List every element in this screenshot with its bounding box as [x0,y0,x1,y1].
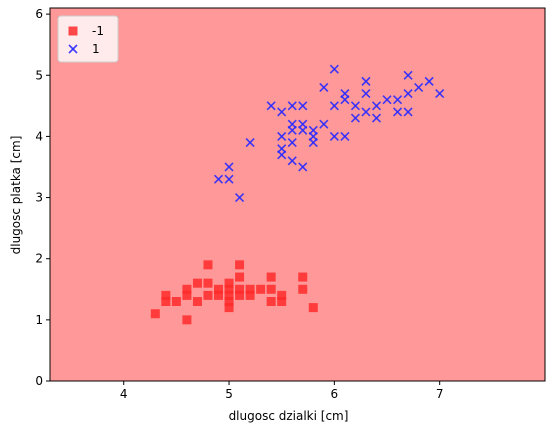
data-point-series-1 [403,89,413,99]
x-tick-label: 4 [120,387,128,401]
y-axis-label: dlugosc platka [cm] [9,136,23,255]
data-point-series-0 [235,290,245,300]
data-point-series-0 [182,284,192,294]
data-point-series-1 [277,144,287,154]
y-tick-label: 3 [35,191,43,205]
data-point-series-1 [371,113,382,123]
data-point-series-0 [235,272,245,282]
data-point-series-1 [298,101,308,111]
data-point-series-0 [266,272,276,282]
data-point-series-1 [361,89,371,99]
data-point-series-0 [224,297,234,307]
data-point-series-0 [245,290,255,300]
data-point-series-0 [224,278,234,288]
data-point-series-1 [298,162,308,172]
data-point-series-1 [403,70,413,80]
legend-marker-series-1 [68,44,78,54]
data-point-series-1 [319,82,329,93]
data-point-series-0 [256,284,266,294]
data-point-series-1 [350,101,360,111]
legend-label: -1 [92,24,104,38]
data-point-series-1 [319,119,329,129]
legend-box [57,15,119,63]
legend-marker-series-0 [68,26,78,36]
data-point-series-0 [161,290,171,300]
legend: -11 [57,15,119,63]
data-point-series-0 [235,260,245,270]
data-point-series-1 [403,107,413,117]
data-point-series-0 [161,297,171,307]
data-point-series-0 [214,290,224,300]
data-point-series-0 [266,297,276,307]
data-point-series-0 [182,290,192,300]
data-points [150,64,445,325]
data-point-series-1 [287,119,297,129]
data-point-series-0 [203,290,213,300]
data-point-series-0 [277,297,287,307]
data-point-series-0 [171,297,181,307]
data-point-series-1 [350,113,360,123]
data-point-series-1 [266,101,276,111]
data-point-series-1 [329,131,339,141]
data-point-series-1 [392,107,403,117]
data-point-series-0 [266,284,276,294]
y-tick-label: 5 [35,68,43,82]
data-point-series-1 [287,101,297,111]
data-point-series-1 [308,125,318,135]
y-tick-label: 0 [35,374,43,388]
data-point-series-1 [224,162,234,172]
data-point-series-1 [329,101,339,111]
data-point-series-1 [371,101,382,111]
legend-label: 1 [92,42,100,56]
data-point-series-1 [235,192,245,203]
data-point-series-1 [361,76,371,86]
y-tick-label: 2 [35,252,43,266]
data-point-series-1 [245,137,255,148]
data-point-series-1 [224,174,234,184]
data-point-series-0 [203,260,213,270]
data-point-series-1 [414,82,424,93]
data-point-series-1 [435,89,445,99]
data-point-series-0 [214,284,224,294]
data-point-series-1 [298,119,308,129]
data-point-series-1 [340,89,350,99]
x-tick-label: 5 [225,387,233,401]
data-point-series-0 [192,278,202,288]
data-point-series-0 [308,303,318,313]
data-point-series-1 [213,174,224,184]
data-point-series-1 [340,131,350,141]
data-point-series-1 [329,64,339,74]
data-point-series-1 [277,131,287,141]
x-tick-label: 7 [436,387,444,401]
data-point-series-0 [298,284,308,294]
x-axis-label: dlugosc dzialki [cm] [229,409,349,423]
y-tick-label: 6 [35,7,43,21]
data-point-series-1 [287,137,297,148]
data-point-series-0 [235,284,245,294]
plot-frame [49,7,546,382]
data-point-series-1 [424,76,434,86]
data-point-series-0 [277,290,287,300]
data-point-series-0 [224,290,234,300]
y-axis-ticks: 0 1 2 3 4 5 6 [35,7,50,388]
data-point-series-1 [287,156,297,166]
data-point-series-0 [192,297,202,307]
x-tick-label: 6 [331,387,339,401]
data-point-series-0 [245,284,255,294]
data-point-series-0 [224,303,234,313]
y-tick-label: 1 [35,313,43,327]
data-point-series-0 [182,315,192,325]
y-tick-label: 4 [35,129,43,143]
data-point-series-1 [361,107,371,117]
data-point-series-1 [392,95,403,105]
decision-region-background [50,8,545,381]
data-point-series-1 [382,95,392,105]
data-point-series-0 [150,309,160,319]
data-point-series-0 [224,284,234,294]
data-point-series-0 [203,278,213,288]
data-point-series-1 [277,107,287,117]
x-axis-ticks: 4 5 6 7 [120,381,444,401]
data-point-series-0 [298,272,308,282]
